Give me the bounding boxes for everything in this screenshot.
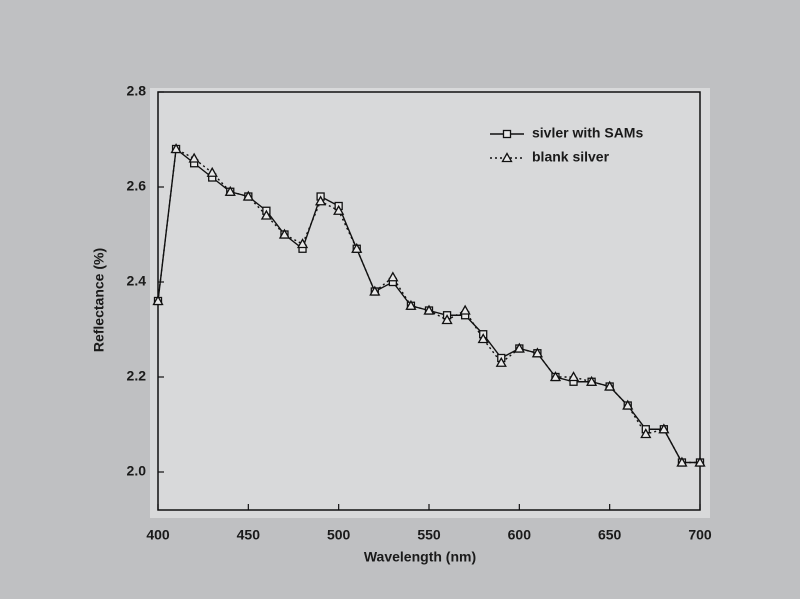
marker — [495, 356, 507, 367]
marker — [423, 304, 435, 315]
marker — [567, 371, 580, 382]
marker — [640, 428, 652, 439]
y-tick-label: 2.8 — [127, 83, 147, 99]
marker — [296, 238, 309, 249]
marker — [604, 380, 616, 391]
marker — [405, 299, 417, 310]
marker — [585, 375, 598, 386]
x-tick-label: 700 — [688, 527, 712, 543]
marker — [369, 285, 381, 296]
y-tick-label: 2.4 — [127, 273, 147, 289]
marker — [549, 371, 562, 382]
marker — [658, 423, 670, 434]
marker — [622, 399, 634, 410]
marker — [314, 195, 327, 206]
y-axis-label: Reflectance (%) — [91, 248, 107, 352]
marker — [531, 347, 544, 358]
x-tick-label: 500 — [327, 527, 351, 543]
marker — [441, 314, 453, 325]
marker — [513, 342, 525, 353]
y-tick-label: 2.0 — [127, 463, 147, 479]
marker — [694, 456, 706, 467]
legend-marker — [501, 152, 513, 163]
x-tick-label: 650 — [598, 527, 622, 543]
marker — [188, 152, 200, 163]
marker — [676, 456, 688, 467]
marker — [224, 185, 236, 196]
marker — [242, 190, 254, 201]
legend-label: blank silver — [532, 149, 610, 165]
y-tick-label: 2.6 — [127, 178, 147, 194]
marker — [333, 204, 345, 215]
marker — [351, 242, 363, 253]
marker — [459, 304, 471, 315]
marker — [387, 271, 399, 282]
marker — [206, 166, 218, 177]
x-tick-label: 550 — [417, 527, 441, 543]
marker — [170, 143, 182, 154]
marker — [477, 333, 489, 344]
marker — [260, 209, 273, 220]
legend-label: sivler with SAMs — [532, 125, 643, 141]
marker — [278, 228, 291, 239]
x-tick-label: 400 — [146, 527, 170, 543]
x-tick-label: 450 — [237, 527, 261, 543]
x-tick-label: 600 — [508, 527, 532, 543]
plot-background — [150, 88, 710, 518]
y-tick-label: 2.2 — [127, 368, 147, 384]
marker — [152, 295, 164, 306]
x-axis-label: Wavelength (nm) — [364, 549, 476, 565]
legend-marker — [502, 129, 512, 139]
